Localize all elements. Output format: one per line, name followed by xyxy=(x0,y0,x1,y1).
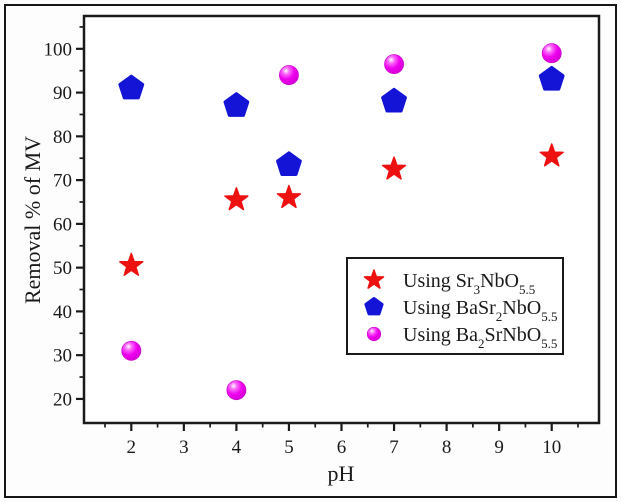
data-point-star xyxy=(119,252,144,276)
y-tick-label: 30 xyxy=(53,346,72,367)
data-point-sphere xyxy=(226,380,247,401)
x-tick-label: 3 xyxy=(179,437,189,458)
x-axis-title: pH xyxy=(327,461,355,486)
legend-item: Using Sr3NbO5.5 xyxy=(363,269,535,297)
legend-marker-pentagon-icon xyxy=(364,297,384,316)
y-tick-label: 70 xyxy=(53,171,72,192)
y-tick-label: 20 xyxy=(53,389,72,410)
x-tick-label: 2 xyxy=(127,437,137,458)
legend-label: Using Ba2SrNbO5.5 xyxy=(403,324,557,351)
series-star xyxy=(119,143,564,276)
x-tick-label: 10 xyxy=(542,437,561,458)
axis-ticks: 2 3 4 5 6 7 8 9 10 20 30 40 50 60 70 80 90 100 xyxy=(44,26,579,458)
data-point-sphere xyxy=(121,340,142,361)
legend-marker-sphere-icon xyxy=(366,326,382,342)
data-point-star xyxy=(224,187,249,211)
y-tick-label: 80 xyxy=(53,127,72,148)
data-point-star xyxy=(539,143,564,167)
y-tick-label: 40 xyxy=(53,302,72,323)
x-tick-label: 6 xyxy=(337,437,347,458)
legend-label: Using Sr3NbO5.5 xyxy=(403,270,535,297)
data-point-pentagon xyxy=(276,151,302,176)
data-point-pentagon xyxy=(223,92,250,117)
y-tick-label: 90 xyxy=(53,83,72,104)
x-tick-label: 8 xyxy=(442,437,452,458)
data-point-sphere xyxy=(384,54,404,75)
plot-area xyxy=(82,14,601,425)
x-tick-label: 7 xyxy=(389,437,399,458)
y-axis-title: Removal % of MV xyxy=(20,135,45,305)
y-tick-label: 60 xyxy=(53,214,72,235)
data-point-pentagon xyxy=(538,65,565,91)
legend-item: Using BaSr2NbO5.5 xyxy=(364,297,557,324)
data-point-pentagon xyxy=(118,74,145,100)
x-tick-label: 9 xyxy=(494,437,504,458)
y-tick-label: 100 xyxy=(44,39,73,60)
data-point-sphere xyxy=(279,65,299,85)
y-tick-label: 50 xyxy=(53,258,72,279)
x-tick-label: 5 xyxy=(284,437,294,458)
legend-label: Using BaSr2NbO5.5 xyxy=(403,297,557,324)
data-point-star xyxy=(381,156,407,180)
x-tick-label: 4 xyxy=(232,437,242,458)
series-pentagon xyxy=(118,65,565,176)
data-point-star xyxy=(276,184,302,209)
data-point-sphere xyxy=(541,43,562,64)
series-sphere xyxy=(121,43,562,401)
legend-marker-star-icon xyxy=(363,269,385,289)
data-point-pentagon xyxy=(381,87,407,113)
legend-item: Using Ba2SrNbO5.5 xyxy=(366,324,557,351)
